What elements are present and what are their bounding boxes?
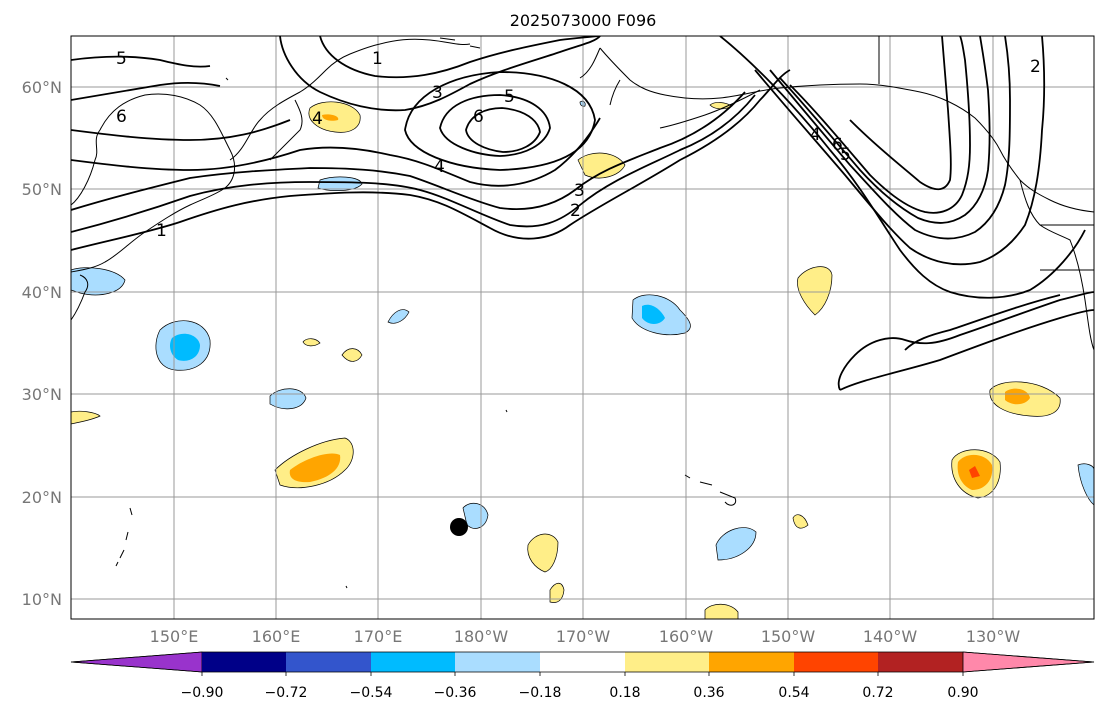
colorbar-tick-label: 0.36 — [693, 685, 724, 701]
lon-label: 140°W — [863, 627, 918, 646]
cyan-core-central — [642, 304, 665, 324]
colorbar-segment — [371, 652, 455, 672]
graticule — [71, 36, 1094, 619]
lat-label: 60°N — [22, 78, 62, 97]
colorbar-segment — [625, 652, 709, 672]
cyan-core-west — [170, 333, 200, 361]
shaded-anomaly-regions — [71, 100, 1094, 619]
storm-position-marker — [450, 518, 468, 536]
colorbar-segment — [709, 652, 794, 672]
yellow-region-west-edge — [71, 410, 101, 425]
colorbar-tick-label: −0.72 — [265, 685, 308, 701]
map-area: 5 6 1 4 3 5 6 4 3 2 1 4 6 5 2 — [71, 36, 1094, 619]
latitude-labels: 60°N 50°N 40°N 30°N 20°N 10°N — [22, 78, 62, 609]
yellow-region-northeast — [797, 266, 833, 316]
colorbar-tick-label: −0.90 — [181, 685, 224, 701]
contour-label: 4 — [810, 125, 821, 145]
lon-label: 130°W — [966, 627, 1021, 646]
yellow-region-small-2 — [341, 348, 363, 362]
lat-label: 50°N — [22, 180, 62, 199]
yellow-region-south-2 — [549, 582, 565, 603]
lon-label: 150°W — [761, 627, 816, 646]
contour-label: 3 — [574, 181, 585, 201]
blue-region-small-3 — [462, 502, 489, 529]
contour-label: 6 — [473, 107, 484, 127]
colorbar-segment — [202, 652, 286, 672]
lon-label: 170°W — [556, 627, 611, 646]
yellow-region-small-3 — [792, 514, 809, 529]
contour-label: 1 — [156, 221, 167, 241]
lat-label: 40°N — [22, 283, 62, 302]
contour-label: 6 — [832, 135, 843, 155]
colorbar-tick-label: 0.18 — [609, 685, 640, 701]
contour-label: 4 — [434, 157, 445, 177]
lon-label: 170°E — [354, 627, 403, 646]
contour-label: 2 — [1030, 57, 1041, 77]
colorbar-segment — [540, 652, 625, 672]
yellow-region-south-3 — [704, 603, 739, 619]
colorbar-tick-label: 0.72 — [862, 685, 893, 701]
contour-label: 6 — [116, 107, 127, 127]
contour-labels: 5 6 1 4 3 5 6 4 3 2 1 4 6 5 2 — [116, 49, 1041, 241]
colorbar-extension-low — [70, 651, 203, 673]
red-core-east-2 — [969, 466, 980, 478]
contour-label: 1 — [372, 49, 383, 69]
yellow-region-south-1 — [527, 533, 559, 573]
contour-label: 4 — [312, 109, 323, 129]
lon-label: 160°W — [659, 627, 714, 646]
blue-region-small-1 — [387, 309, 410, 324]
contour-label: 5 — [504, 87, 515, 107]
lon-label: 180°W — [454, 627, 509, 646]
lon-label: 150°E — [150, 627, 199, 646]
orange-core-okhotsk — [322, 114, 339, 121]
map-title: 2025073000 F096 — [510, 11, 657, 30]
lon-label: 160°E — [252, 627, 301, 646]
lat-label: 20°N — [22, 488, 62, 507]
colorbar-tick-label: 0.90 — [947, 685, 978, 701]
colorbar — [70, 651, 1095, 676]
colorbar-tick-labels: −0.90 −0.72 −0.54 −0.36 −0.18 0.18 0.36 … — [181, 685, 979, 701]
map-frame — [70, 35, 1095, 620]
colorbar-segment — [794, 652, 878, 672]
contour-lines — [71, 36, 1094, 391]
colorbar-tick-label: −0.36 — [434, 685, 477, 701]
contour-label: 5 — [840, 145, 851, 165]
blue-region-east-edge — [1077, 463, 1094, 506]
colorbar-segment — [878, 652, 963, 672]
colorbar-extension-high — [962, 651, 1095, 673]
orange-core-subtropic-west — [289, 453, 341, 483]
colorbar-tick-label: −0.54 — [350, 685, 393, 701]
lat-label: 30°N — [22, 385, 62, 404]
lat-label: 10°N — [22, 590, 62, 609]
contour-label: 2 — [570, 201, 581, 221]
longitude-labels: 150°E 160°E 170°E 180°W 170°W 160°W 150°… — [150, 627, 1021, 646]
colorbar-segment — [286, 652, 371, 672]
coastlines — [71, 36, 1094, 589]
colorbar-segment — [455, 652, 540, 672]
colorbar-tick-label: 0.54 — [778, 685, 809, 701]
yellow-region-small-1 — [302, 338, 321, 347]
contour-label: 3 — [432, 83, 443, 103]
blue-region-hawaii-east — [715, 527, 757, 561]
contour-label: 5 — [116, 49, 127, 69]
orange-core-east-1 — [1005, 388, 1030, 405]
blue-region-kamchatka — [317, 176, 363, 191]
colorbar-tick-label: −0.18 — [519, 685, 562, 701]
